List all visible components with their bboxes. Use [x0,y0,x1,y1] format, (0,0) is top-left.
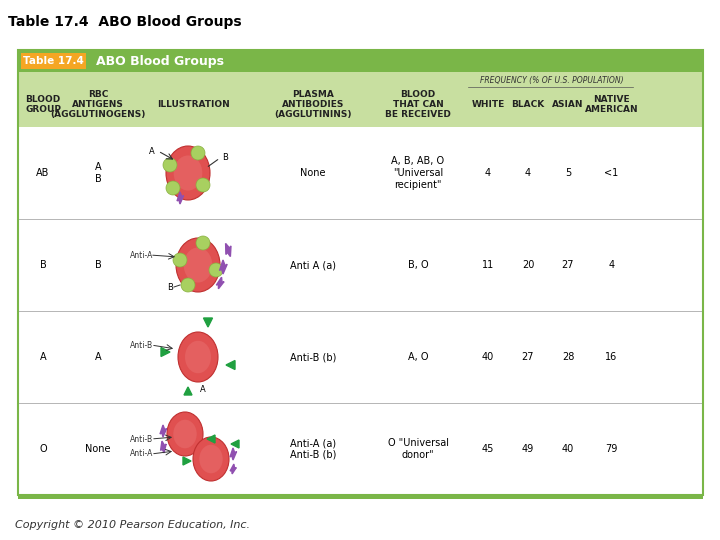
Text: 27: 27 [562,260,575,270]
Polygon shape [160,425,166,437]
Ellipse shape [199,445,222,473]
Polygon shape [204,318,212,327]
Ellipse shape [176,238,220,292]
Ellipse shape [166,181,180,195]
Text: 4: 4 [525,168,531,178]
Text: BLOOD
THAT CAN
BE RECEIVED: BLOOD THAT CAN BE RECEIVED [385,90,451,119]
Ellipse shape [166,146,210,200]
Polygon shape [230,464,236,474]
Bar [18,219,703,311]
Polygon shape [216,277,224,289]
Text: A: A [40,352,46,362]
Polygon shape [183,457,191,465]
Text: RBC
ANTIGENS
(AGGLUTINOGENS): RBC ANTIGENS (AGGLUTINOGENS) [50,90,145,119]
Text: 16: 16 [606,352,618,362]
Bar [18,403,703,495]
Ellipse shape [178,332,218,382]
Text: BLACK: BLACK [511,100,544,109]
Ellipse shape [185,341,211,373]
Bar [18,50,703,72]
Text: 28: 28 [562,352,574,362]
Bar [18,127,703,219]
Text: Table 17.4: Table 17.4 [23,56,84,66]
Text: ILLUSTRATION: ILLUSTRATION [157,100,230,109]
Ellipse shape [167,412,203,456]
Text: None: None [300,168,325,178]
Text: Anti A (a): Anti A (a) [290,260,336,270]
Ellipse shape [181,278,195,292]
Text: A: A [95,352,102,362]
Text: PLASMA
ANTIBODIES
(AGGLUTININS): PLASMA ANTIBODIES (AGGLUTININS) [274,90,352,119]
Text: AB: AB [36,168,50,178]
Polygon shape [230,448,237,460]
Text: 45: 45 [482,444,494,454]
Text: A, O: A, O [408,352,428,362]
Text: Anti-A: Anti-A [130,251,153,260]
Text: B, O: B, O [408,260,428,270]
Text: A, B, AB, O
"Universal
recipient": A, B, AB, O "Universal recipient" [392,157,444,190]
Text: B: B [94,260,102,270]
Polygon shape [207,435,215,443]
Polygon shape [184,387,192,395]
Text: Anti-A (a)
Anti-B (b): Anti-A (a) Anti-B (b) [290,438,336,460]
Polygon shape [161,348,170,356]
Text: Anti-B (b): Anti-B (b) [290,352,336,362]
Text: 49: 49 [522,444,534,454]
Text: Table 17.4  ABO Blood Groups: Table 17.4 ABO Blood Groups [8,15,242,29]
Text: FREQUENCY (% OF U.S. POPULATION): FREQUENCY (% OF U.S. POPULATION) [480,76,624,84]
Ellipse shape [196,236,210,250]
Text: O: O [39,444,47,454]
Text: 27: 27 [522,352,534,362]
Text: 11: 11 [482,260,494,270]
Ellipse shape [184,247,212,282]
Ellipse shape [209,263,223,277]
Bar [18,495,703,499]
Text: 40: 40 [482,352,494,362]
Text: 20: 20 [522,260,534,270]
Bar [18,311,703,403]
Ellipse shape [174,156,202,191]
Text: Copyright © 2010 Pearson Education, Inc.: Copyright © 2010 Pearson Education, Inc. [15,520,250,530]
Text: 79: 79 [606,444,618,454]
Polygon shape [220,260,228,274]
Text: Anti-B: Anti-B [130,341,153,349]
Ellipse shape [196,178,210,192]
Ellipse shape [191,146,205,160]
Text: A
B: A B [94,162,102,184]
Text: A: A [149,146,155,156]
Ellipse shape [174,420,197,448]
Text: A: A [200,385,206,394]
Text: B: B [167,282,173,292]
Polygon shape [231,440,239,448]
Text: ABO Blood Groups: ABO Blood Groups [96,55,224,68]
Polygon shape [161,441,166,453]
Text: NATIVE
AMERICAN: NATIVE AMERICAN [585,95,639,114]
Text: 4: 4 [485,168,491,178]
Polygon shape [226,361,235,369]
Ellipse shape [163,158,177,172]
Polygon shape [177,192,184,204]
Text: O "Universal
donor": O "Universal donor" [387,438,449,460]
Ellipse shape [173,253,187,267]
Text: 5: 5 [565,168,571,178]
Polygon shape [225,244,231,256]
Text: B: B [222,153,228,163]
Text: B: B [40,260,46,270]
Text: 40: 40 [562,444,574,454]
Text: ASIAN: ASIAN [552,100,584,109]
Text: Anti-B: Anti-B [130,435,153,443]
Text: BLOOD
GROUP: BLOOD GROUP [25,95,61,114]
Bar [21,53,86,69]
Ellipse shape [193,437,229,481]
Bar [18,72,703,127]
Text: <1: <1 [604,168,618,178]
Text: None: None [85,444,111,454]
Text: WHITE: WHITE [472,100,505,109]
Bar [18,50,703,495]
Text: Anti-A: Anti-A [130,449,153,458]
Text: 4: 4 [608,260,615,270]
